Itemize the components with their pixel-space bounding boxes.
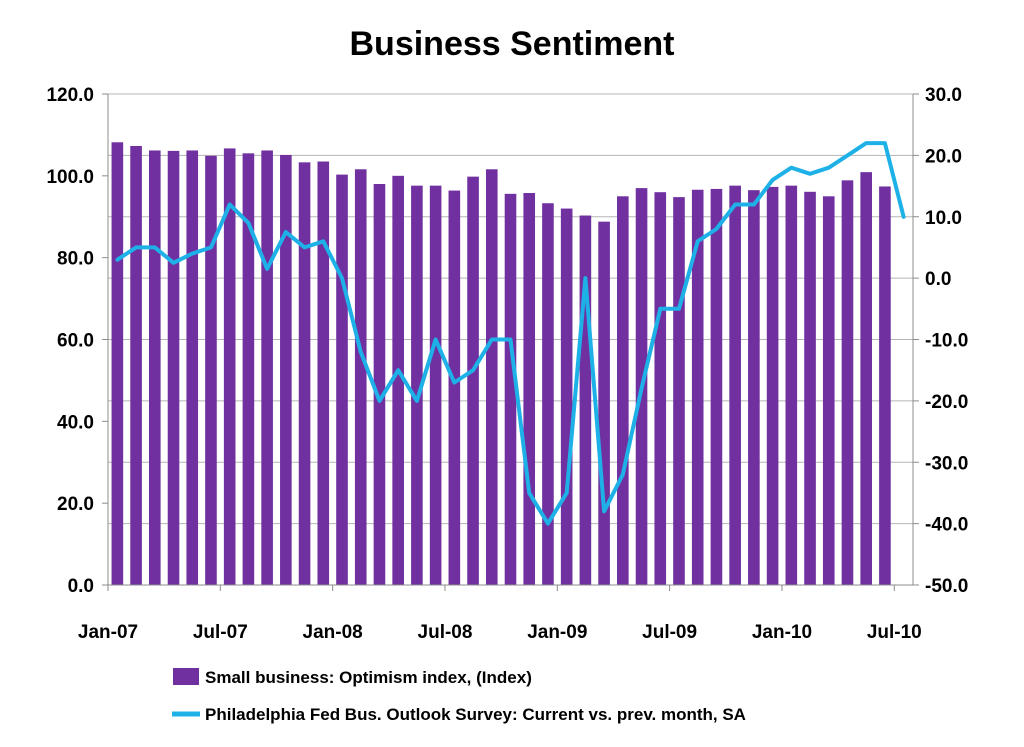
legend-swatch-bar xyxy=(173,668,199,685)
bar-Apr-07 xyxy=(167,150,180,586)
left-tick-label: 20.0 xyxy=(57,494,94,515)
left-tick-label: 120.0 xyxy=(46,85,94,106)
bar-Mar-07 xyxy=(148,150,161,585)
left-tick-label: 80.0 xyxy=(57,249,94,270)
bar-Dec-08 xyxy=(542,203,554,585)
bar-Feb-08 xyxy=(354,169,367,585)
x-tick-label: Jan-09 xyxy=(527,622,587,643)
line-philadelphia-fed xyxy=(115,141,906,526)
bar-Jun-09 xyxy=(654,192,667,585)
bar-Sep-09 xyxy=(710,188,723,585)
x-tick-label: Jan-10 xyxy=(752,622,812,643)
bar-Apr-08 xyxy=(392,175,404,586)
bar-Jan-09 xyxy=(560,208,573,586)
legend: Small business: Optimism index, (Index) … xyxy=(172,668,746,724)
bar-Apr-10 xyxy=(841,180,854,585)
bar-Jan-08 xyxy=(336,174,348,585)
bar-Nov-07 xyxy=(298,162,311,586)
bar-Sep-07 xyxy=(261,150,273,585)
right-tick-label: 10.0 xyxy=(925,208,962,229)
x-tick-label: Jul-07 xyxy=(193,622,248,643)
bar-Oct-09 xyxy=(729,185,741,586)
right-tick-label: 20.0 xyxy=(925,146,962,167)
left-tick-label: 40.0 xyxy=(57,412,94,433)
bar-Nov-09 xyxy=(748,190,760,585)
right-tick-label: -30.0 xyxy=(925,453,968,474)
bar-Nov-08 xyxy=(523,193,536,586)
right-tick-label: 30.0 xyxy=(925,85,962,106)
bar-May-08 xyxy=(411,185,423,586)
line-series xyxy=(115,141,906,526)
left-tick-label: 60.0 xyxy=(57,331,94,352)
bar-Sep-08 xyxy=(485,169,498,585)
bar-Jun-07 xyxy=(205,155,217,585)
x-tick-label: Jul-10 xyxy=(867,622,922,643)
x-tick-label: Jan-07 xyxy=(78,622,138,643)
bar-Aug-09 xyxy=(691,189,704,585)
bar-May-07 xyxy=(186,150,199,585)
bar-Feb-10 xyxy=(804,191,816,585)
bar-Feb-07 xyxy=(130,145,142,585)
bar-Mar-08 xyxy=(373,184,386,585)
left-tick-label: 0.0 xyxy=(68,576,94,597)
bar-Feb-09 xyxy=(579,215,592,585)
left-tick-label: 100.0 xyxy=(46,167,94,188)
bar-Jul-07 xyxy=(223,148,236,585)
bar-Aug-08 xyxy=(467,176,479,585)
chart-title: Business Sentiment xyxy=(350,25,675,63)
bar-May-10 xyxy=(860,172,873,586)
right-axis-ticks: -50.0 -40.0 -30.0 -20.0 -10.0 0.0 10.0 20.0 30.0 xyxy=(913,85,968,597)
right-tick-label: -50.0 xyxy=(925,576,968,597)
bar-Oct-07 xyxy=(280,154,292,586)
x-tick-label: Jan-08 xyxy=(303,622,363,643)
bar-Jun-10 xyxy=(879,186,891,585)
bar-Dec-07 xyxy=(317,161,330,585)
legend-label-small-business: Small business: Optimism index, (Index) xyxy=(205,668,532,687)
bar-Jun-08 xyxy=(429,185,442,586)
bar-Jan-07 xyxy=(111,142,124,585)
bar-Dec-09 xyxy=(766,186,779,585)
bar-Mar-09 xyxy=(598,221,610,585)
x-tick-label: Jul-09 xyxy=(642,622,697,643)
bar-Apr-09 xyxy=(617,196,629,585)
bar-Jan-10 xyxy=(785,185,798,586)
x-axis-ticks: Jan-07 Jul-07 Jan-08 Jul-08 Jan-09 Jul-09 Jan-… xyxy=(78,585,922,643)
right-tick-label: 0.0 xyxy=(925,269,951,290)
left-axis-ticks: 0.0 20.0 40.0 60.0 80.0 100.0 120.0 xyxy=(46,85,108,597)
legend-label-philly-fed: Philadelphia Fed Bus. Outlook Survey: Cu… xyxy=(205,705,746,724)
right-tick-label: -10.0 xyxy=(925,331,968,352)
x-tick-label: Jul-08 xyxy=(418,622,473,643)
bar-Oct-08 xyxy=(504,193,517,585)
right-tick-label: -40.0 xyxy=(925,515,968,536)
bar-Aug-07 xyxy=(242,153,255,585)
bar-Jul-09 xyxy=(673,197,685,586)
right-tick-label: -20.0 xyxy=(925,392,968,413)
bar-Jul-08 xyxy=(448,190,461,585)
bar-Mar-10 xyxy=(822,196,835,585)
bar-series xyxy=(111,142,891,586)
